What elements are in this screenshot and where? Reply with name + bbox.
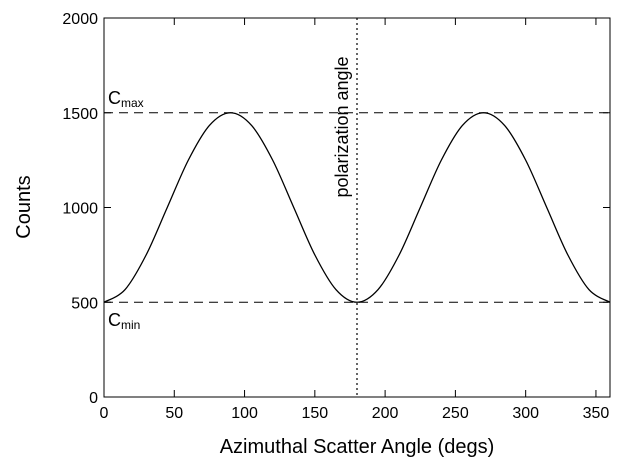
x-tick-label: 200 [372,405,399,422]
tick-labels: 0 50 100 150 200 250 300 350 0 500 1000 1500 2000 [62,11,609,422]
x-tick-label: 50 [165,405,183,422]
x-tick-label: 150 [301,405,328,422]
ticks [103,17,610,398]
x-tick-label: 100 [231,405,258,422]
cmin-sub: min [121,318,140,332]
cmin-label: Cmin [108,310,140,332]
y-tick-label: 1500 [62,106,98,123]
x-tick-label: 0 [100,405,109,422]
x-tick-label: 250 [442,405,469,422]
series-line [103,112,611,303]
y-tick-label: 2000 [62,11,98,28]
cmax-main: C [108,88,121,108]
x-axis-title: Azimuthal Scatter Angle (degs) [220,436,495,458]
cmax-label: Cmax [108,88,144,110]
reference-lines [104,18,610,397]
cmin-main: C [108,310,121,330]
y-axis-title: Counts [13,175,35,238]
y-tick-label: 1000 [62,201,98,218]
x-tick-label: 350 [583,405,610,422]
y-tick-label: 0 [89,390,98,407]
cmax-sub: max [121,96,144,110]
y-tick-label: 500 [71,295,98,312]
polarization-angle-label: polarization angle [332,56,352,197]
x-tick-label: 300 [512,405,539,422]
